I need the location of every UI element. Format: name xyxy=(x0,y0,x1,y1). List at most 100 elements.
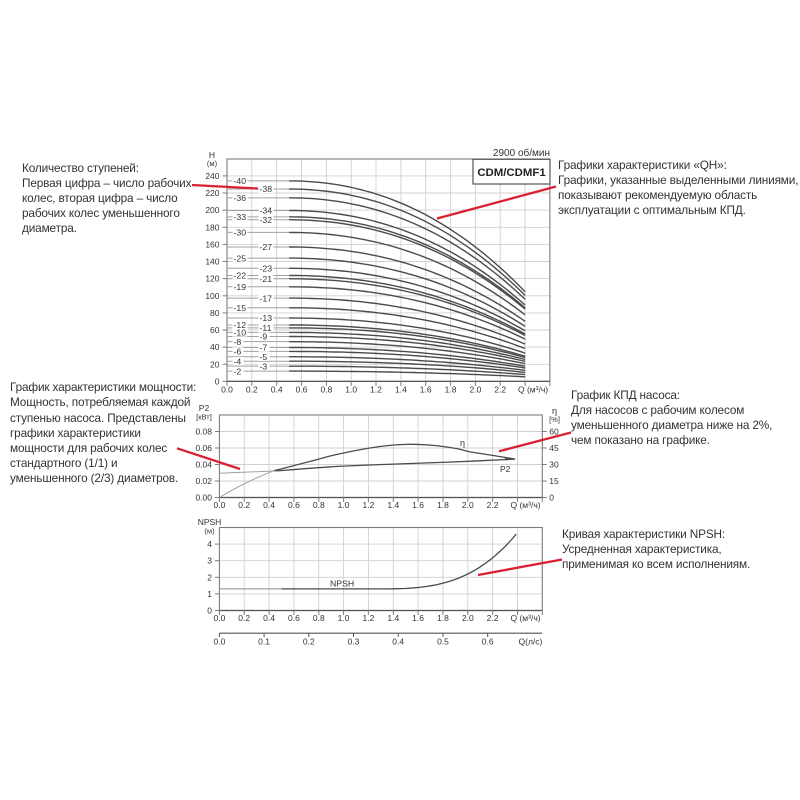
svg-text:2.0: 2.0 xyxy=(469,385,481,395)
svg-text:0.08: 0.08 xyxy=(195,427,212,437)
svg-text:180: 180 xyxy=(205,222,219,232)
svg-text:H: H xyxy=(209,150,215,160)
svg-text:60: 60 xyxy=(210,325,220,335)
svg-text:0.0: 0.0 xyxy=(213,500,225,510)
svg-text:0.00: 0.00 xyxy=(195,493,212,503)
svg-text:0: 0 xyxy=(549,493,554,503)
svg-text:2: 2 xyxy=(207,572,212,582)
svg-text:0.3: 0.3 xyxy=(348,637,360,647)
svg-text:0.5: 0.5 xyxy=(437,637,449,647)
svg-text:1.4: 1.4 xyxy=(387,613,399,623)
svg-text:(м): (м) xyxy=(204,527,215,536)
svg-text:2900 об/мин: 2900 об/мин xyxy=(493,147,550,159)
svg-text:30: 30 xyxy=(549,460,559,470)
svg-text:P2: P2 xyxy=(500,464,511,474)
svg-text:-34: -34 xyxy=(260,206,273,216)
svg-text:2.0: 2.0 xyxy=(462,500,474,510)
svg-text:-15: -15 xyxy=(234,303,247,313)
svg-text:240: 240 xyxy=(205,171,219,181)
svg-text:1.2: 1.2 xyxy=(370,385,382,395)
svg-text:2.2: 2.2 xyxy=(494,385,506,395)
svg-text:160: 160 xyxy=(205,239,219,249)
svg-text:-21: -21 xyxy=(260,274,273,284)
svg-text:1.8: 1.8 xyxy=(437,613,449,623)
svg-text:1.0: 1.0 xyxy=(345,385,357,395)
svg-text:1.2: 1.2 xyxy=(362,500,374,510)
svg-text:-30: -30 xyxy=(234,228,247,238)
svg-text:-7: -7 xyxy=(260,343,268,353)
svg-text:1.6: 1.6 xyxy=(412,500,424,510)
svg-text:0.04: 0.04 xyxy=(195,460,212,470)
svg-text:1.4: 1.4 xyxy=(387,500,399,510)
svg-text:20: 20 xyxy=(210,359,220,369)
svg-text:1.8: 1.8 xyxy=(437,500,449,510)
svg-text:200: 200 xyxy=(205,205,219,215)
svg-text:1.6: 1.6 xyxy=(412,613,424,623)
svg-text:0.4: 0.4 xyxy=(392,637,404,647)
svg-text:80: 80 xyxy=(210,308,220,318)
svg-text:0.0: 0.0 xyxy=(213,613,225,623)
svg-text:1.0: 1.0 xyxy=(338,613,350,623)
svg-text:0.8: 0.8 xyxy=(313,500,325,510)
svg-text:η: η xyxy=(552,406,557,416)
svg-text:0.6: 0.6 xyxy=(482,637,494,647)
svg-text:Q (м³/ч): Q (м³/ч) xyxy=(518,385,548,395)
svg-text:-33: -33 xyxy=(234,212,247,222)
svg-text:-40: -40 xyxy=(234,176,247,186)
svg-text:0.6: 0.6 xyxy=(288,500,300,510)
svg-text:CDM/CDMF1: CDM/CDMF1 xyxy=(477,167,546,179)
svg-text:[%]: [%] xyxy=(549,415,560,424)
svg-text:0.4: 0.4 xyxy=(263,500,275,510)
svg-text:2.0: 2.0 xyxy=(462,613,474,623)
svg-text:0.2: 0.2 xyxy=(238,613,250,623)
svg-text:-38: -38 xyxy=(260,184,273,194)
svg-text:2.2: 2.2 xyxy=(487,613,499,623)
svg-text:0.2: 0.2 xyxy=(246,385,258,395)
svg-text:Q (м³/ч): Q (м³/ч) xyxy=(511,613,541,623)
svg-text:0: 0 xyxy=(207,606,212,616)
svg-text:1: 1 xyxy=(207,589,212,599)
svg-text:-25: -25 xyxy=(234,253,247,263)
svg-text:1.0: 1.0 xyxy=(338,500,350,510)
svg-text:-22: -22 xyxy=(234,271,247,281)
svg-text:-32: -32 xyxy=(260,215,273,225)
svg-text:40: 40 xyxy=(210,342,220,352)
svg-text:100: 100 xyxy=(205,291,219,301)
svg-text:-36: -36 xyxy=(234,193,247,203)
svg-text:0.06: 0.06 xyxy=(195,443,212,453)
svg-text:-27: -27 xyxy=(260,242,273,252)
svg-text:-12: -12 xyxy=(234,320,247,330)
svg-text:-10: -10 xyxy=(234,328,247,338)
svg-text:η: η xyxy=(460,438,465,448)
svg-text:-11: -11 xyxy=(260,323,272,333)
svg-text:0.6: 0.6 xyxy=(288,613,300,623)
svg-text:45: 45 xyxy=(549,443,559,453)
svg-text:P2: P2 xyxy=(199,403,210,413)
svg-text:-5: -5 xyxy=(260,352,268,362)
svg-text:-4: -4 xyxy=(234,356,242,366)
svg-text:15: 15 xyxy=(549,476,559,486)
svg-text:1.6: 1.6 xyxy=(420,385,432,395)
svg-text:0.0: 0.0 xyxy=(221,385,233,395)
svg-text:220: 220 xyxy=(205,188,219,198)
svg-text:-19: -19 xyxy=(234,282,247,292)
svg-text:4: 4 xyxy=(207,539,212,549)
svg-text:0.0: 0.0 xyxy=(213,637,225,647)
svg-text:0.1: 0.1 xyxy=(258,637,270,647)
svg-text:Q(л/с): Q(л/с) xyxy=(519,637,543,647)
svg-text:NPSH: NPSH xyxy=(330,579,354,589)
svg-text:-6: -6 xyxy=(234,347,242,357)
svg-text:0.02: 0.02 xyxy=(195,476,212,486)
svg-text:60: 60 xyxy=(549,427,559,437)
svg-text:0.6: 0.6 xyxy=(296,385,308,395)
svg-text:0.4: 0.4 xyxy=(271,385,283,395)
svg-text:1.4: 1.4 xyxy=(395,385,407,395)
svg-text:0.8: 0.8 xyxy=(313,613,325,623)
svg-text:0.4: 0.4 xyxy=(263,613,275,623)
svg-text:140: 140 xyxy=(205,257,219,267)
svg-text:[кВт]: [кВт] xyxy=(196,413,212,422)
svg-text:0.2: 0.2 xyxy=(238,500,250,510)
svg-text:-2: -2 xyxy=(234,366,242,376)
svg-text:-8: -8 xyxy=(234,337,242,347)
svg-text:-23: -23 xyxy=(260,264,273,274)
